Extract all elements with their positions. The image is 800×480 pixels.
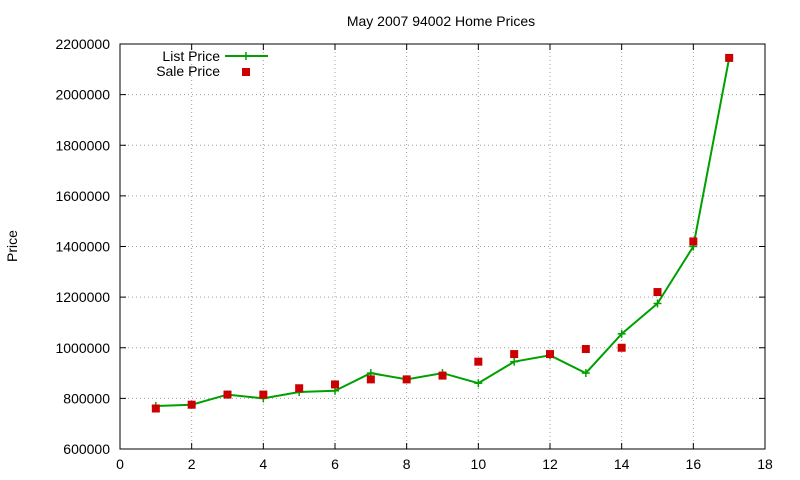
y-tick-label: 1800000 bbox=[55, 137, 110, 153]
x-tick-label: 10 bbox=[471, 456, 487, 472]
legend-label-sale-price: Sale Price bbox=[156, 63, 220, 79]
sale-price-point bbox=[223, 390, 232, 399]
sale-price-point bbox=[259, 390, 268, 399]
y-tick-label: 1000000 bbox=[55, 340, 110, 356]
list-price-point bbox=[474, 379, 483, 388]
sale-price-point bbox=[366, 375, 375, 384]
list-price-point bbox=[617, 329, 626, 338]
sale-price-point bbox=[331, 380, 339, 389]
y-tick-label: 600000 bbox=[63, 441, 110, 457]
list-price-point bbox=[581, 369, 590, 378]
sale-price-point bbox=[653, 288, 662, 297]
sale-price-point bbox=[510, 350, 519, 359]
sale-price-point bbox=[474, 357, 483, 366]
list-price-point bbox=[653, 299, 662, 308]
y-tick-labels: 600000 800000 1000000 1200000 1400000 1600000… bbox=[55, 36, 110, 457]
y-tick-label: 2200000 bbox=[55, 36, 110, 52]
y-tick-label: 2000000 bbox=[55, 87, 110, 103]
x-tick-label: 14 bbox=[614, 456, 630, 472]
grid-lines bbox=[120, 44, 765, 449]
y-tick-label: 1400000 bbox=[55, 239, 110, 255]
x-tick-label: 8 bbox=[403, 456, 411, 472]
y-tick-label: 1600000 bbox=[55, 188, 110, 204]
legend-swatch-sale-price bbox=[242, 68, 250, 76]
sale-price-point bbox=[725, 53, 734, 62]
x-tick-label: 6 bbox=[331, 456, 339, 472]
y-tick-label: 1200000 bbox=[55, 289, 110, 305]
x-tick-label: 18 bbox=[757, 456, 773, 472]
sale-price-point bbox=[546, 350, 554, 359]
sale-price-point bbox=[438, 371, 447, 380]
sale-price-point bbox=[151, 404, 160, 413]
x-tick-label: 16 bbox=[686, 456, 702, 472]
x-tick-labels: 0 2 4 6 8 10 12 14 16 18 bbox=[116, 456, 773, 472]
y-tick-label: 800000 bbox=[63, 390, 110, 406]
list-price-line bbox=[155, 57, 731, 407]
x-tick-label: 12 bbox=[542, 456, 558, 472]
y-axis-label: Price bbox=[4, 230, 20, 262]
sale-price-point bbox=[689, 237, 698, 246]
x-tick-label: 2 bbox=[188, 456, 196, 472]
x-tick-label: 4 bbox=[259, 456, 267, 472]
sale-price-point bbox=[402, 375, 411, 384]
sale-price-point bbox=[581, 345, 590, 354]
x-tick-label: 0 bbox=[116, 456, 124, 472]
sale-price-point bbox=[295, 384, 304, 393]
series-layer bbox=[151, 53, 734, 413]
sale-price-point bbox=[187, 400, 196, 409]
list-price-point bbox=[510, 357, 519, 366]
sale-price-point bbox=[617, 343, 626, 352]
axis-ticks bbox=[119, 43, 766, 450]
legend-label-list-price: List Price bbox=[162, 48, 220, 64]
chart-title: May 2007 94002 Home Prices bbox=[347, 13, 535, 29]
